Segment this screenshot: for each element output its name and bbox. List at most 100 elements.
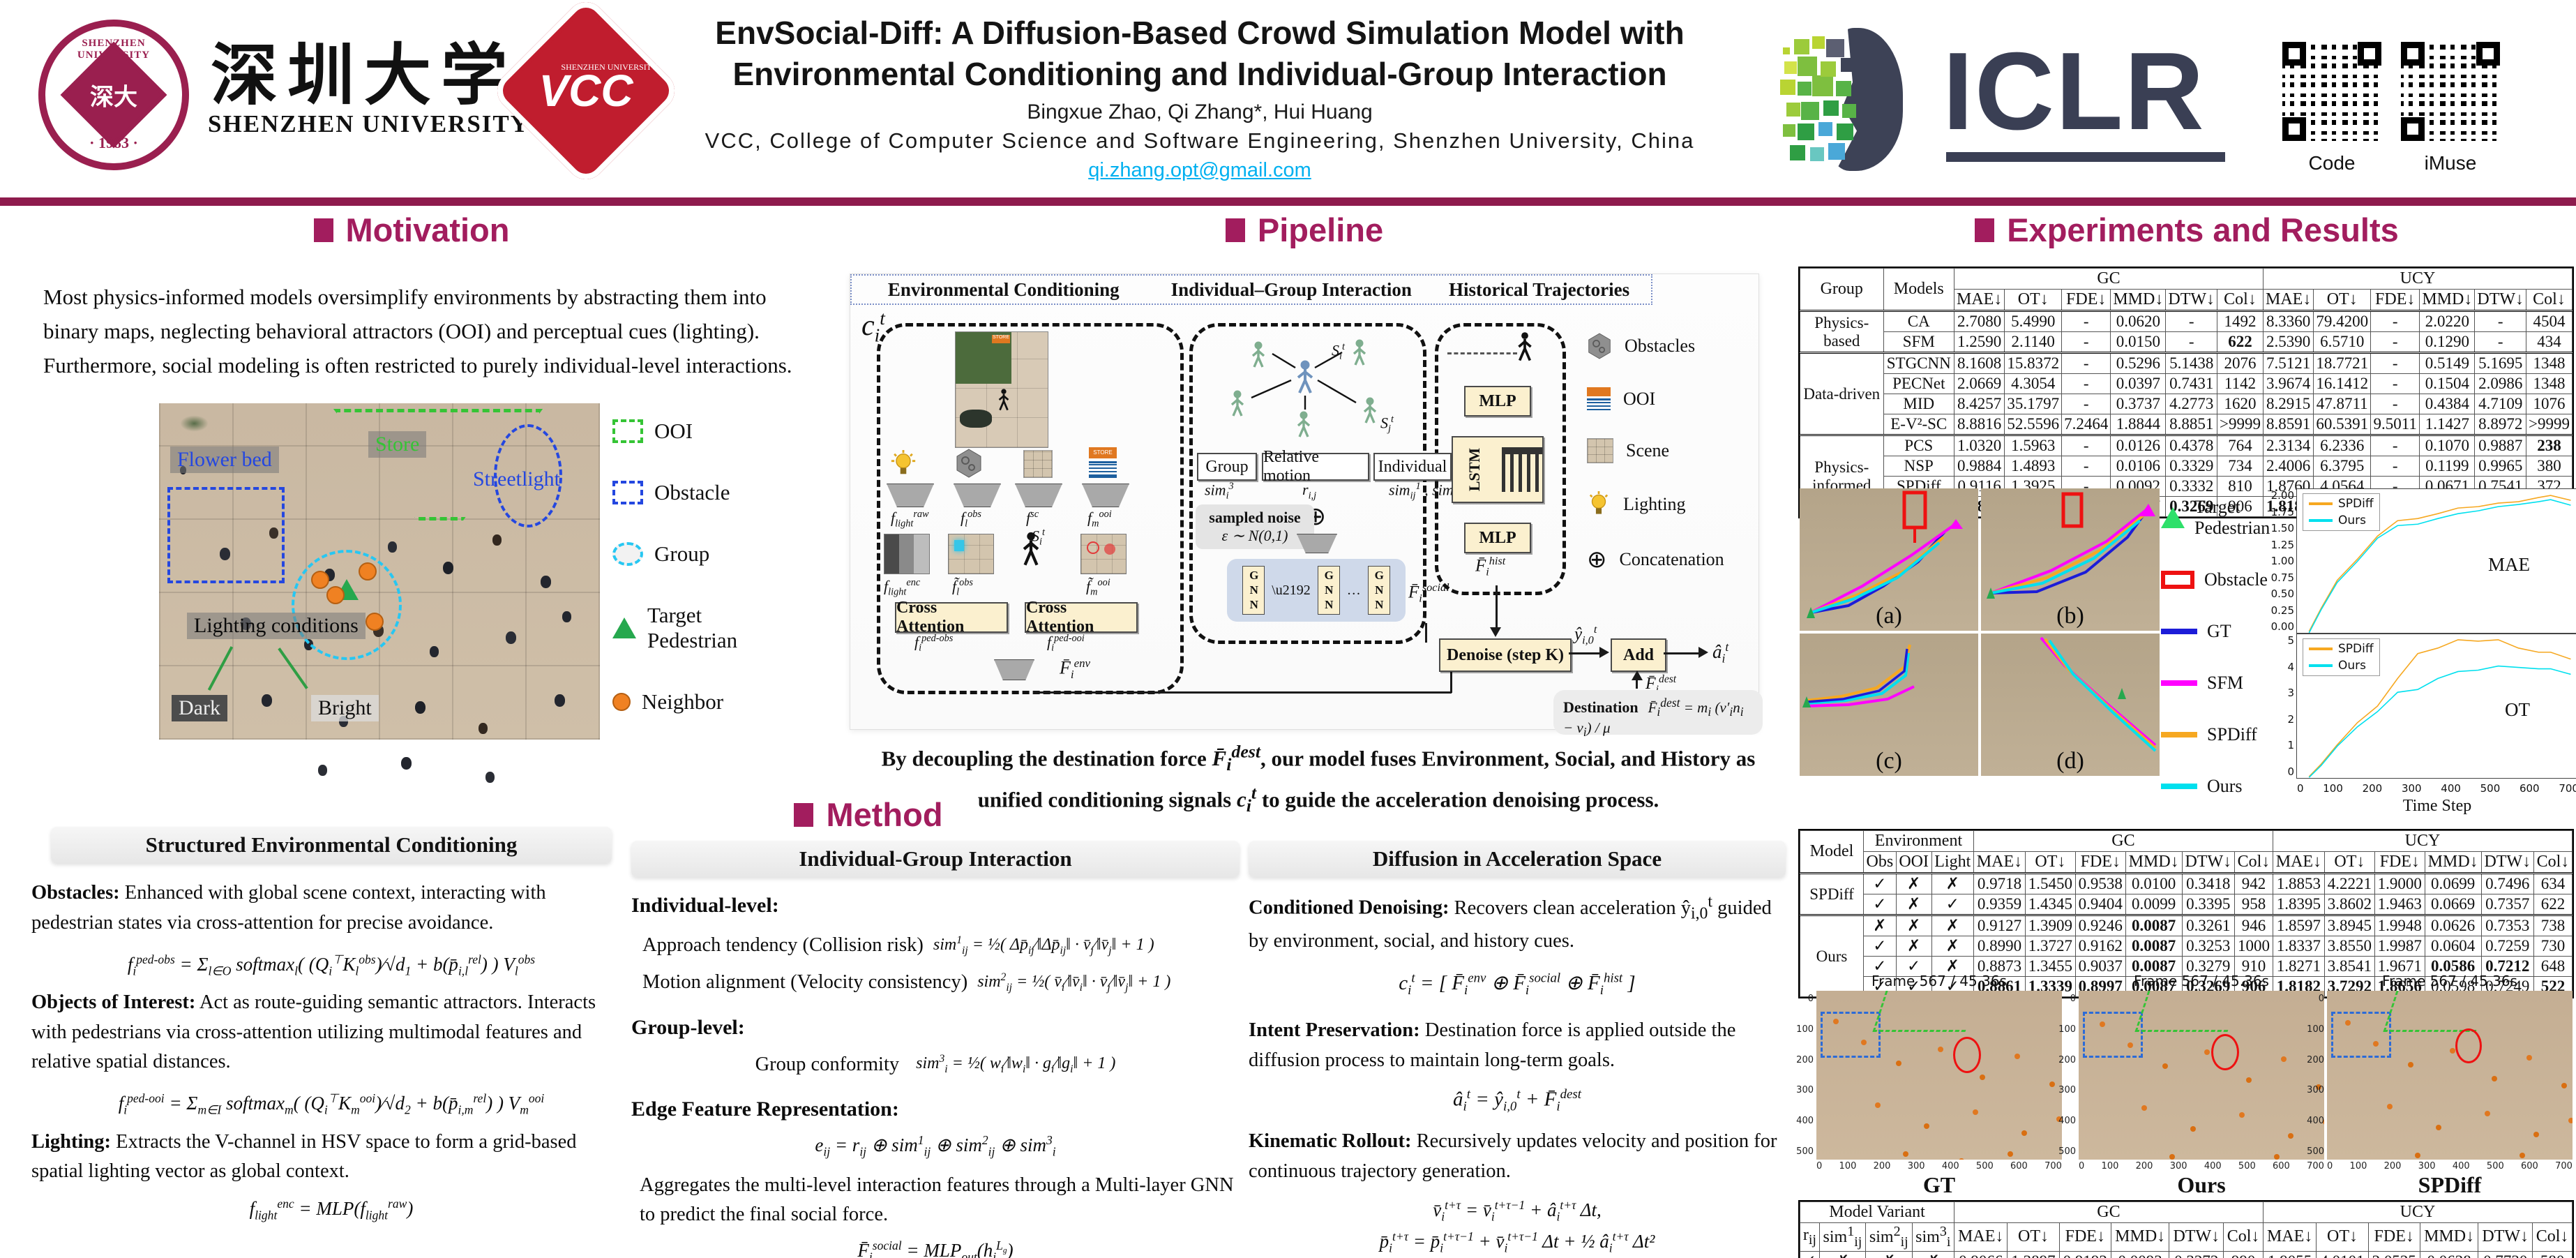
legend-label: Target Pedestrian xyxy=(2194,497,2270,538)
neighbor-marker xyxy=(326,586,345,604)
obstacle-hexagon-icon xyxy=(956,449,981,478)
frame-y-axis: 0 100 200 300 400 500 xyxy=(2055,994,2076,1157)
table-cell: 2076 xyxy=(2217,352,2264,374)
ours-line-icon xyxy=(2309,664,2333,667)
email-link[interactable]: qi.zhang.opt@gmail.com xyxy=(1088,158,1311,181)
conformity-label: Group conformity xyxy=(755,1053,900,1075)
legend-label: SFM xyxy=(2207,673,2244,693)
title-block: EnvSocial-Diff: A Diffusion-Based Crowd … xyxy=(670,13,1730,182)
trajectory-image-d: (d) xyxy=(1981,634,2160,776)
table-row: Physics-informed PCS 1.0320 1.5963-0.0126 0.… xyxy=(1800,434,2573,517)
table-cell: 1.8395 xyxy=(2272,894,2325,915)
metric-header: OT↓ xyxy=(2316,1222,2369,1252)
scene-store-sign: STORE xyxy=(992,335,1010,343)
obstacle-swatch-icon xyxy=(612,481,643,504)
scene-icon xyxy=(1587,438,1613,463)
table-cell: 0.9066 xyxy=(1953,1250,2008,1258)
table-cell: ✗ xyxy=(1931,936,1974,957)
legend-label: Ours xyxy=(2338,659,2367,673)
sampled-noise-label: sampled noise xyxy=(1209,509,1301,526)
table-cell: - xyxy=(2061,434,2111,456)
obstacle-region-flowerbed xyxy=(167,487,285,583)
table-row: Data-driven STGCNN 8.1608 15.8372-0.5296 5.1… xyxy=(1800,352,2573,435)
tick-label: 600 xyxy=(2010,1161,2028,1171)
table-cell: SPDiff xyxy=(1800,872,1864,915)
table-cell: STGCNN xyxy=(1883,352,1955,374)
aggregation-text: Aggregates the multi-level interaction f… xyxy=(640,1174,1234,1226)
neighbor-icon xyxy=(612,693,631,711)
table-cell: - xyxy=(2370,352,2420,374)
arrowhead-icon xyxy=(1698,647,1708,658)
table-cell: 4.0101 xyxy=(2316,1250,2369,1258)
table-cell: 0.7730 xyxy=(2478,1250,2533,1258)
metric-header: MAE↓ xyxy=(1953,1222,2008,1252)
label-a-hat: âit xyxy=(1712,640,1729,666)
mae-label: MAE xyxy=(2488,553,2530,575)
ooi-annotation xyxy=(2383,991,2490,1032)
table-cell: 0.3269 xyxy=(2165,496,2218,517)
table-cell: 0.9037 xyxy=(2074,956,2126,977)
highlight-circle xyxy=(2211,1034,2239,1070)
relative-motion-box: Relative motion xyxy=(1262,448,1369,485)
table-cell: 1620 xyxy=(2217,394,2264,414)
table-cell: 0.0100 xyxy=(2125,872,2183,894)
individual-level-lead: Individual-level: xyxy=(631,894,779,917)
table-cell: PCS xyxy=(1883,434,1955,456)
table-cell: 1.9948 xyxy=(2374,914,2425,936)
legend-label: Obstacles xyxy=(1625,336,1696,356)
tick-label: 100 xyxy=(2349,1161,2367,1171)
table-cell: 2.3134 xyxy=(2262,434,2314,456)
tick-label: 100 xyxy=(2101,1161,2119,1171)
gnn-box: GNN xyxy=(1367,566,1390,615)
table-cell: 1000 xyxy=(2234,936,2273,957)
table-cell: - xyxy=(2370,456,2420,477)
table-cell: 0.7259 xyxy=(2480,936,2534,957)
tick-label: 700 xyxy=(2044,1161,2062,1171)
legend-item-obstacle: Obstacle xyxy=(612,480,790,505)
table-cell: 0.1070 xyxy=(2419,434,2476,456)
pedestrian-dots xyxy=(2100,1021,2105,1027)
denoise-box: Denoise (step K) xyxy=(1439,638,1572,672)
frame-label-gt: GT xyxy=(1922,1172,1956,1197)
table-cell: 6.3795 xyxy=(2313,456,2372,477)
col-header-ucy: UCY xyxy=(2262,1201,2573,1223)
table-cell: 0.0604 xyxy=(2424,936,2482,957)
label-f-ooi: fmooi xyxy=(1087,509,1112,530)
column-header-ig: Individual–Group Interaction xyxy=(1170,278,1412,300)
condition-signal-label: cit xyxy=(861,308,885,346)
table-cell: 0.9162 xyxy=(2074,936,2126,957)
metric-header: MAE↓ xyxy=(2262,1222,2317,1252)
photo-letter: (d) xyxy=(2056,748,2084,774)
dest-to-add-line xyxy=(1636,679,1638,689)
spdiff-line-icon xyxy=(2309,647,2333,650)
iclr-underline xyxy=(1946,152,2225,162)
table-cell: ✗ xyxy=(1931,872,1974,894)
obstacle-annotation xyxy=(2331,1012,2391,1058)
tick-label: 300 xyxy=(2307,1085,2324,1096)
column-header-env: Environmental Conditioning xyxy=(887,278,1120,300)
table-cell: 2.7080 xyxy=(1953,310,2005,332)
table-cell: 1.2590 xyxy=(1953,331,2005,353)
label-ft-obs: f̃lobs xyxy=(952,577,973,598)
table-cell: 1348 xyxy=(2526,373,2573,394)
section-title: Method xyxy=(826,796,943,833)
table-cell: 958 xyxy=(2234,894,2273,915)
formula-velocity: v̄it+τ = v̄it+τ−1 + âit+τ Δt, xyxy=(1433,1197,1602,1224)
table-cell: 0.0106 xyxy=(2110,456,2167,477)
tick-label: 700 xyxy=(2307,1161,2324,1171)
iclr-logo-icon xyxy=(1777,28,1903,171)
table-cell: - xyxy=(2370,331,2420,353)
table-cell: 0.5149 xyxy=(2419,352,2476,374)
table-cell: 1.3455 xyxy=(2024,956,2076,977)
tick-label: 700 xyxy=(2559,782,2576,795)
table-cell: 7.5121 xyxy=(2262,352,2314,374)
gnn-box: GNN xyxy=(1317,566,1340,615)
head-silhouette-icon xyxy=(1836,28,1903,171)
obstacle-feature-thumbnail xyxy=(948,534,994,574)
sub-header-sim2: sim2ij xyxy=(1865,1222,1913,1252)
column-header-hist: Historical Trajectories xyxy=(1448,278,1630,300)
ooi-icon xyxy=(1587,387,1611,410)
table-cell: 1492 xyxy=(2217,310,2264,332)
frame-title: Frame 567 / 45.36s xyxy=(2382,973,2517,989)
table-cell: 0.0626 xyxy=(2424,914,2482,936)
